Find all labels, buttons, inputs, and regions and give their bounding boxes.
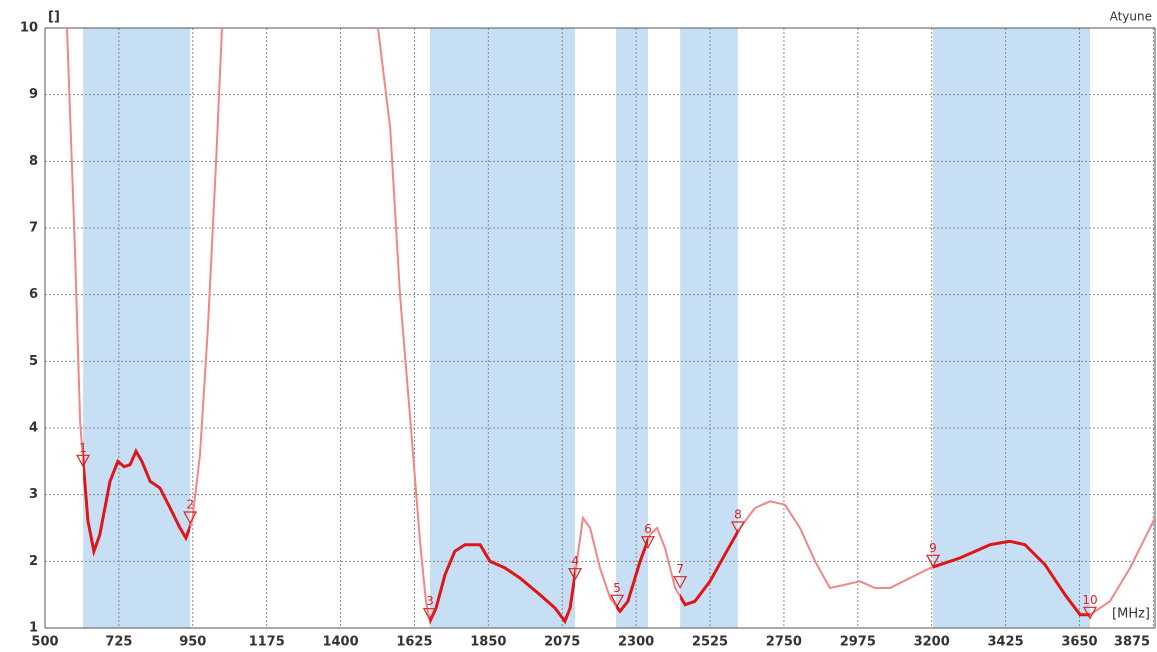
marker-label: 4 bbox=[571, 554, 579, 568]
y-tick-label: 8 bbox=[29, 154, 38, 169]
marker-label: 1 bbox=[79, 441, 87, 455]
marker bbox=[76, 454, 91, 468]
band bbox=[680, 28, 738, 628]
marker bbox=[1082, 606, 1097, 620]
x-tick-label: 2075 bbox=[544, 635, 580, 650]
marker bbox=[568, 568, 583, 581]
y-tick-label: 7 bbox=[29, 221, 38, 236]
marker bbox=[673, 576, 688, 589]
marker-label: 10 bbox=[1082, 593, 1097, 607]
x-tick-label: 2525 bbox=[692, 635, 728, 650]
marker bbox=[183, 511, 198, 525]
x-tick-label: 2975 bbox=[840, 635, 876, 650]
plot-frame bbox=[44, 27, 1156, 629]
marker bbox=[422, 608, 437, 621]
band bbox=[933, 28, 1090, 628]
marker-label: 7 bbox=[676, 562, 684, 576]
y-tick-label: 2 bbox=[29, 554, 38, 569]
x-tick-label: 1400 bbox=[322, 635, 358, 650]
x-tick-label: 3425 bbox=[987, 635, 1023, 650]
marker-label: 5 bbox=[613, 581, 621, 595]
x-tick-label: 1625 bbox=[396, 635, 432, 650]
x-tick-label: 2750 bbox=[766, 635, 802, 650]
y-tick-label: 9 bbox=[29, 87, 38, 102]
marker-label: 3 bbox=[426, 594, 434, 608]
marker-label: 8 bbox=[734, 508, 742, 522]
y-tick-label: 5 bbox=[29, 354, 38, 369]
x-tick-label: 500 bbox=[31, 635, 58, 650]
y-tick-label: 3 bbox=[29, 487, 38, 502]
x-tick-label: 3875 bbox=[1114, 635, 1150, 650]
corner-label: Atyune bbox=[1110, 10, 1152, 24]
y-tick-label: 10 bbox=[20, 21, 38, 36]
x-tick-label: 1175 bbox=[249, 635, 285, 650]
x-tick-label: 725 bbox=[105, 635, 132, 650]
band bbox=[429, 28, 576, 628]
marker bbox=[730, 521, 745, 535]
y-tick-label: 4 bbox=[29, 421, 38, 436]
x-tick-label: 950 bbox=[179, 635, 206, 650]
y-unit: [] bbox=[48, 10, 60, 25]
band bbox=[616, 28, 648, 628]
marker bbox=[610, 594, 625, 608]
x-tick-label: 2300 bbox=[618, 635, 654, 650]
x-tick-label: 3200 bbox=[914, 635, 950, 650]
marker bbox=[925, 554, 941, 568]
x-tick-label: 3650 bbox=[1061, 635, 1097, 650]
x-tick-label: 1850 bbox=[470, 635, 506, 650]
y-tick-label: 1 bbox=[29, 621, 38, 636]
x-unit: [MHz] bbox=[1112, 607, 1150, 622]
marker-label: 9 bbox=[929, 541, 937, 555]
y-tick-label: 6 bbox=[29, 287, 38, 302]
marker bbox=[640, 536, 655, 549]
marker-label: 2 bbox=[186, 498, 194, 512]
marker-label: 6 bbox=[644, 522, 652, 536]
